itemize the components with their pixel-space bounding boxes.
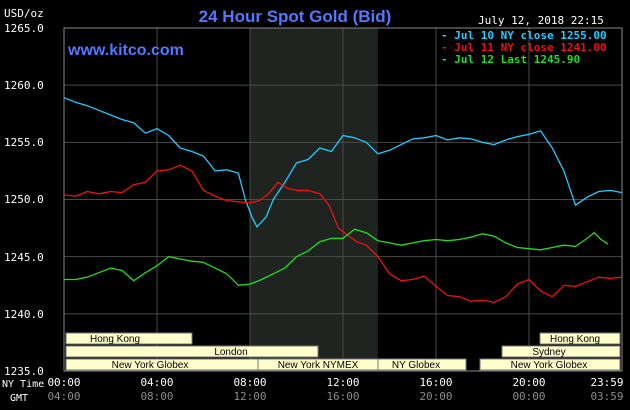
legend: - Jul 10 NY close 1255.00 - Jul 11 NY cl…	[441, 29, 607, 66]
market-sessions: Hong Kong London New York Globex New Yor…	[65, 332, 621, 371]
gmt-row-label: GMT	[10, 393, 28, 404]
market-box-ny-globex-2	[377, 358, 467, 371]
legend-entry-jul12: - Jul 12 Last 1245.90	[441, 53, 580, 66]
y-axis: 1265.0 1260.0 1255.0 1250.0 1245.0 1240.…	[4, 22, 44, 378]
y-tick-label: 1260.0	[4, 79, 44, 92]
ny-tick-label: 23:59	[590, 376, 623, 389]
y-tick-label: 1250.0	[4, 193, 44, 206]
plot-border	[63, 27, 623, 372]
gmt-tick-label: 04:00	[47, 390, 80, 403]
ny-tick-label: 08:00	[233, 376, 266, 389]
market-label-sydney: Sydney	[532, 347, 565, 358]
ny-tick-label: 04:00	[140, 376, 173, 389]
series-line-jul12	[64, 228, 609, 286]
y-tick-label: 1235.0	[4, 365, 44, 378]
ny-tick-label: 20:00	[512, 376, 545, 389]
y-tick-label: 1255.0	[4, 136, 44, 149]
market-label-hong-kong-2: Hong Kong	[550, 334, 600, 345]
market-box-ny-globex-3	[479, 358, 621, 371]
market-box-hong-kong-2	[539, 332, 621, 345]
ny-time-row-label: NY Time	[2, 379, 44, 390]
market-label-ny-nymex: New York NYMEX	[278, 360, 359, 371]
ny-tick-label: 00:00	[47, 376, 80, 389]
website-label: www.kitco.com	[67, 42, 184, 59]
unit-label: USD/oz	[4, 7, 44, 20]
gmt-tick-label: 20:00	[419, 390, 452, 403]
market-label-hong-kong: Hong Kong	[90, 334, 140, 345]
market-label-ny-globex-2: NY Globex	[392, 360, 440, 371]
ny-tick-label: 16:00	[419, 376, 452, 389]
date-label: July 12, 2018 22:15	[478, 14, 604, 27]
series-line-jul10	[63, 97, 623, 228]
market-box-london	[65, 345, 319, 358]
y-tick-label: 1265.0	[4, 22, 44, 35]
legend-entry-jul10: - Jul 10 NY close 1255.00	[441, 29, 607, 42]
x-axis: NY Time GMT 00:00 04:00 08:00 12:00 16:0…	[2, 376, 624, 404]
market-label-ny-globex: New York Globex	[112, 360, 189, 371]
gmt-tick-label: 08:00	[140, 390, 173, 403]
gmt-tick-label: 12:00	[233, 390, 266, 403]
market-box-sydney	[501, 345, 621, 358]
market-label-ny-globex-3: New York Globex	[511, 360, 588, 371]
gmt-tick-label: 00:00	[512, 390, 545, 403]
gmt-tick-label: 03:59	[590, 390, 623, 403]
chart-title: 24 Hour Spot Gold (Bid)	[199, 7, 392, 26]
legend-entry-jul11: - Jul 11 NY close 1241.00	[441, 41, 607, 54]
market-box-hong-kong	[65, 332, 193, 345]
ny-tick-label: 12:00	[326, 376, 359, 389]
y-tick-label: 1240.0	[4, 308, 44, 321]
series-line-jul11	[63, 164, 623, 304]
market-label-london: London	[214, 347, 247, 358]
gmt-tick-label: 16:00	[326, 390, 359, 403]
y-tick-label: 1245.0	[4, 251, 44, 264]
